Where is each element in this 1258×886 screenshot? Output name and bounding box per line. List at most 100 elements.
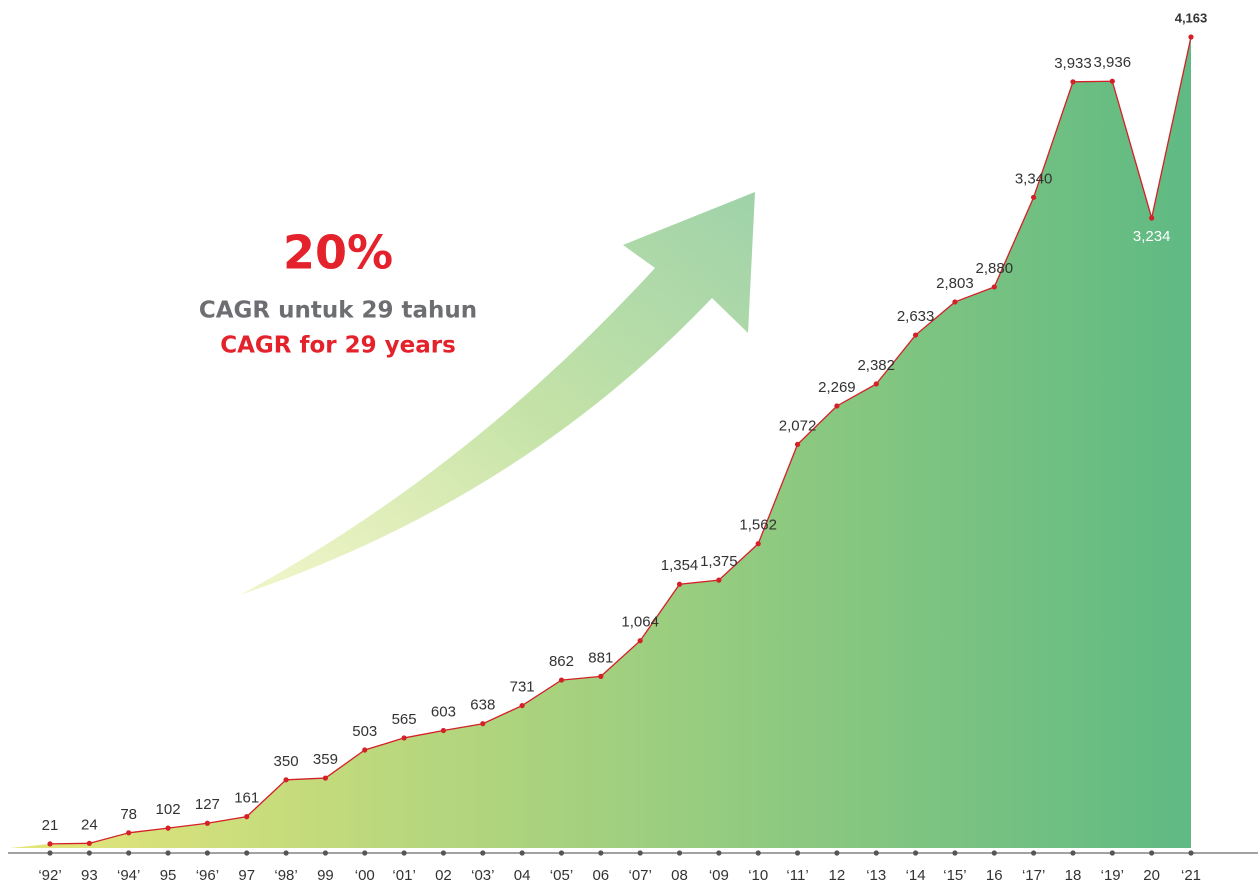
axis-dot xyxy=(834,850,840,856)
x-tick-label: 08 xyxy=(671,867,688,884)
axis-dot xyxy=(676,850,683,856)
axis-dot xyxy=(126,850,132,856)
x-tick-label: ‘03’ xyxy=(471,867,494,884)
growth-arrow xyxy=(240,192,755,595)
axis-dot xyxy=(991,850,997,856)
cagr-value: 20% xyxy=(283,226,393,280)
x-tick-label: ‘09 xyxy=(709,867,729,884)
point xyxy=(755,541,761,547)
value-label: 862 xyxy=(549,653,574,670)
x-tick-label: ‘10 xyxy=(748,867,768,884)
axis-dot xyxy=(47,850,53,856)
value-label: 881 xyxy=(588,649,613,666)
x-tick-label: ‘13 xyxy=(866,867,886,884)
axis-dot xyxy=(794,850,801,856)
point xyxy=(86,840,92,846)
x-tick-label: ‘19’ xyxy=(1101,867,1124,884)
value-label: 2,072 xyxy=(779,417,817,434)
point xyxy=(1149,215,1155,221)
x-tick-label: ‘05’ xyxy=(550,867,573,884)
axis-dot xyxy=(912,850,919,856)
value-label: 565 xyxy=(392,711,417,728)
value-label: 359 xyxy=(313,751,338,768)
x-tick-label: ‘00 xyxy=(355,867,375,884)
axis-dot xyxy=(165,850,171,856)
x-tick-label: ‘15’ xyxy=(943,867,966,884)
point xyxy=(47,841,53,847)
point xyxy=(637,638,643,644)
point xyxy=(283,777,289,783)
axis-dot xyxy=(598,850,604,856)
value-label: 2,880 xyxy=(976,260,1014,277)
x-tick-label: 95 xyxy=(160,867,177,884)
value-label: 2,633 xyxy=(897,308,935,325)
x-tick-label: 97 xyxy=(238,867,255,884)
point xyxy=(519,702,525,709)
x-tick-label: ‘11’ xyxy=(786,867,808,884)
value-label: 2,269 xyxy=(818,379,856,396)
value-label: 1,375 xyxy=(700,553,738,570)
point xyxy=(165,825,171,831)
point xyxy=(440,727,447,734)
axis-dot xyxy=(519,850,525,856)
axis-dot xyxy=(322,850,329,856)
x-tick-label: ‘14 xyxy=(906,867,926,884)
cagr-label-en: CAGR for 29 years xyxy=(220,333,456,359)
point xyxy=(322,775,329,781)
value-label: 1,562 xyxy=(739,517,777,534)
point xyxy=(126,830,132,836)
x-tick-label: 20 xyxy=(1143,867,1160,884)
point xyxy=(676,581,683,587)
axis-dot xyxy=(755,850,761,856)
axis-dot xyxy=(873,850,879,856)
value-label: 3,340 xyxy=(1015,170,1053,187)
axis-dot xyxy=(1109,850,1115,856)
point xyxy=(873,381,879,387)
x-tick-label: 02 xyxy=(435,867,452,884)
x-tick-label: ‘94’ xyxy=(117,867,140,884)
axis-dot xyxy=(86,850,92,856)
axis-dot xyxy=(1149,850,1155,856)
axis-dot xyxy=(204,850,210,856)
axis-dot xyxy=(716,850,722,856)
value-label: 4,163 xyxy=(1175,10,1208,25)
value-label: 24 xyxy=(81,816,98,833)
point xyxy=(244,814,250,820)
cagr-label-id: CAGR untuk 29 tahun xyxy=(199,298,477,324)
x-tick-label: ‘92’ xyxy=(38,867,61,884)
x-tick-label: ‘07’ xyxy=(628,867,651,884)
point xyxy=(362,747,368,753)
value-label: 127 xyxy=(195,796,220,813)
point xyxy=(558,677,565,683)
axis-dot xyxy=(1070,850,1076,856)
point xyxy=(1031,194,1037,200)
value-label: 21 xyxy=(42,817,59,834)
axis-dot xyxy=(1031,850,1037,856)
x-tick-label: ‘17’ xyxy=(1022,867,1045,884)
value-label: 1,064 xyxy=(621,614,659,631)
value-label: 3,234 xyxy=(1133,228,1171,245)
axis-dot xyxy=(480,850,486,856)
point xyxy=(1109,78,1115,84)
axis-dot xyxy=(1188,850,1194,856)
value-label: 1,354 xyxy=(661,557,699,574)
axis-dot xyxy=(283,850,289,856)
x-tick-label: ‘96’ xyxy=(196,867,219,884)
value-label: 2,382 xyxy=(857,357,895,374)
x-tick-label: ‘01’ xyxy=(392,867,415,884)
value-label: 2,803 xyxy=(936,275,974,292)
x-tick-label: 99 xyxy=(317,867,334,884)
point xyxy=(794,441,801,447)
x-tick-label: 93 xyxy=(81,867,98,884)
point xyxy=(1070,79,1076,85)
x-tick-label: 16 xyxy=(986,867,1003,884)
point xyxy=(834,403,840,409)
value-label: 350 xyxy=(274,753,299,770)
value-label: 102 xyxy=(156,801,181,818)
point xyxy=(480,721,486,727)
axis-dot xyxy=(637,850,643,856)
x-tick-label: 12 xyxy=(829,867,846,884)
point xyxy=(401,735,407,741)
axis-dot xyxy=(558,850,565,856)
